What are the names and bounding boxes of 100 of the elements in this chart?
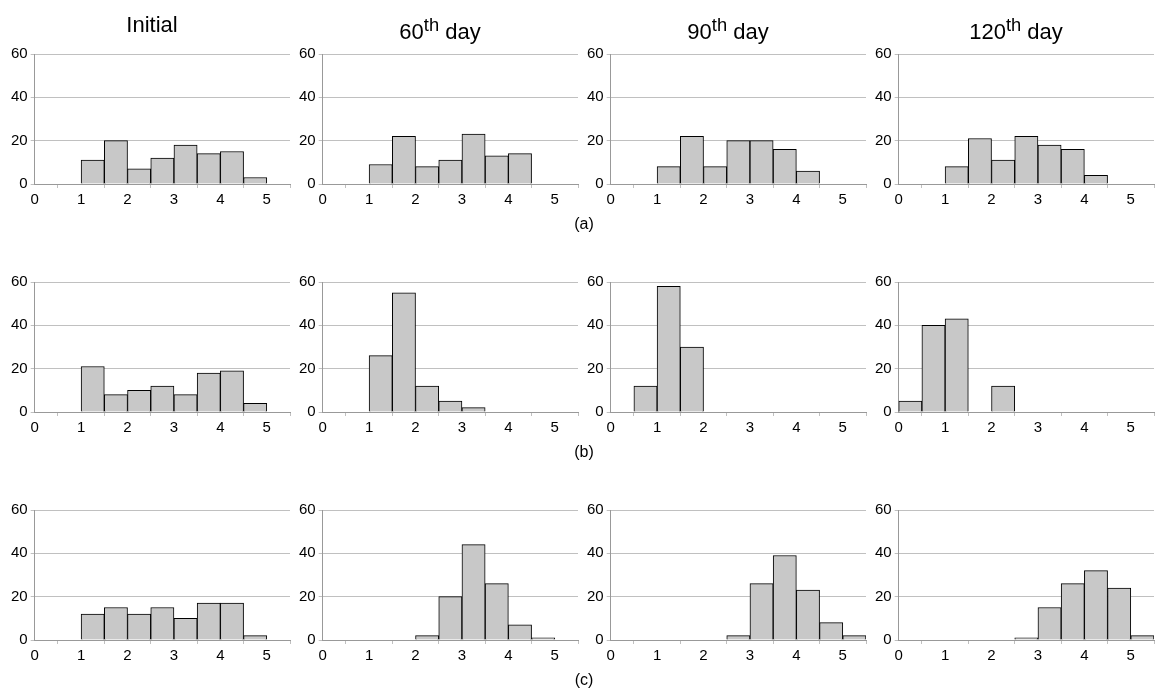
x-tick-label: 2 — [411, 646, 420, 664]
x-tick-label: 1 — [940, 190, 950, 208]
y-tick-label: 20 — [299, 130, 316, 148]
y-tick-label: 40 — [587, 543, 604, 561]
y-tick-label: 40 — [587, 315, 604, 333]
y-tick-label: 40 — [299, 315, 316, 333]
y-tick-label: 40 — [11, 543, 28, 561]
y-tick-label: 0 — [19, 174, 28, 192]
y-tick-label: 0 — [595, 402, 604, 420]
x-tick-label: 3 — [1033, 190, 1043, 208]
y-tick-label: 20 — [875, 358, 892, 376]
x-tick-label: 5 — [550, 646, 559, 664]
x-tick-label: 2 — [411, 190, 420, 208]
chart-title: 120$^{th}$ day — [969, 13, 1063, 45]
y-tick-label: 40 — [875, 87, 892, 105]
x-tick-label: 1 — [364, 190, 374, 208]
y-tick-label: 40 — [11, 315, 28, 333]
x-tick-label: 3 — [1033, 646, 1043, 664]
y-tick-label: 0 — [595, 630, 604, 648]
y-tick-label: 20 — [587, 358, 604, 376]
x-tick-label: 2 — [411, 418, 420, 436]
y-tick-label: 40 — [11, 87, 28, 105]
y-tick-label: 40 — [587, 87, 604, 105]
x-tick-label: 3 — [457, 190, 467, 208]
x-tick-label: 5 — [550, 190, 559, 208]
y-tick-label: 0 — [307, 174, 316, 192]
x-tick-label: 1 — [940, 418, 950, 436]
text: (b) — [574, 443, 594, 460]
x-tick-label: 1 — [652, 646, 662, 664]
x-tick-label: 3 — [169, 418, 179, 436]
x-tick-label: 5 — [1126, 646, 1135, 664]
x-tick-label: 1 — [652, 190, 662, 208]
y-tick-label: 60 — [299, 44, 316, 62]
y-tick-label: 40 — [299, 87, 316, 105]
y-tick-label: 0 — [883, 630, 892, 648]
y-tick-label: 60 — [11, 44, 28, 62]
x-tick-label: 5 — [838, 190, 847, 208]
x-tick-label: 4 — [1080, 418, 1089, 436]
y-tick-label: 40 — [299, 543, 316, 561]
y-tick-label: 20 — [299, 358, 316, 376]
x-tick-label: 4 — [216, 646, 225, 664]
x-tick-label: 0 — [30, 646, 39, 664]
y-tick-label: 0 — [19, 630, 28, 648]
x-tick-label: 1 — [76, 418, 86, 436]
y-tick-label: 20 — [11, 358, 28, 376]
x-tick-label: 4 — [216, 190, 225, 208]
x-tick-label: 0 — [606, 190, 615, 208]
x-tick-label: 3 — [169, 646, 179, 664]
y-tick-label: 60 — [587, 500, 604, 518]
y-tick-label: 60 — [587, 272, 604, 290]
y-tick-label: 20 — [11, 586, 28, 604]
y-tick-label: 0 — [19, 402, 28, 420]
x-tick-label: 5 — [838, 646, 847, 664]
y-tick-label: 60 — [299, 500, 316, 518]
x-tick-label: 5 — [1126, 190, 1135, 208]
x-tick-label: 2 — [123, 646, 132, 664]
y-tick-label: 60 — [875, 44, 892, 62]
x-tick-label: 0 — [318, 646, 327, 664]
x-tick-label: 1 — [364, 418, 374, 436]
y-tick-label: 0 — [595, 174, 604, 192]
chart-title: 90$^{th}$ day — [687, 13, 769, 45]
x-tick-label: 2 — [699, 190, 708, 208]
x-tick-label: 2 — [699, 418, 708, 436]
text: (a) — [574, 215, 594, 232]
y-tick-label: 40 — [875, 543, 892, 561]
x-tick-label: 1 — [940, 646, 950, 664]
y-tick-label: 20 — [875, 586, 892, 604]
x-tick-label: 3 — [745, 418, 755, 436]
y-tick-label: 60 — [299, 272, 316, 290]
y-tick-label: 60 — [875, 500, 892, 518]
x-tick-label: 0 — [318, 418, 327, 436]
x-tick-label: 2 — [987, 418, 996, 436]
text: (c) — [574, 671, 594, 688]
y-tick-label: 60 — [11, 272, 28, 290]
chart-title: Initial — [126, 11, 178, 39]
chart-title: 60$^{th}$ day — [399, 13, 481, 45]
y-tick-label: 40 — [875, 315, 892, 333]
x-tick-label: 0 — [894, 190, 903, 208]
x-tick-label: 2 — [987, 646, 996, 664]
y-tick-label: 20 — [11, 130, 28, 148]
x-tick-label: 5 — [838, 418, 847, 436]
x-tick-label: 0 — [318, 190, 327, 208]
y-tick-label: 0 — [307, 630, 316, 648]
x-tick-label: 0 — [30, 418, 39, 436]
y-tick-label: 60 — [587, 44, 604, 62]
x-tick-label: 4 — [504, 646, 513, 664]
y-tick-label: 60 — [11, 500, 28, 518]
x-tick-label: 2 — [987, 190, 996, 208]
x-tick-label: 4 — [504, 418, 513, 436]
x-tick-label: 2 — [699, 646, 708, 664]
x-tick-label: 5 — [262, 646, 271, 664]
y-tick-label: 0 — [883, 174, 892, 192]
x-tick-label: 0 — [30, 190, 39, 208]
y-tick-label: 20 — [875, 130, 892, 148]
x-tick-label: 0 — [606, 646, 615, 664]
y-tick-label: 0 — [307, 402, 316, 420]
y-tick-label: 20 — [299, 586, 316, 604]
x-tick-label: 5 — [1126, 418, 1135, 436]
y-tick-label: 20 — [587, 130, 604, 148]
x-tick-label: 5 — [262, 190, 271, 208]
